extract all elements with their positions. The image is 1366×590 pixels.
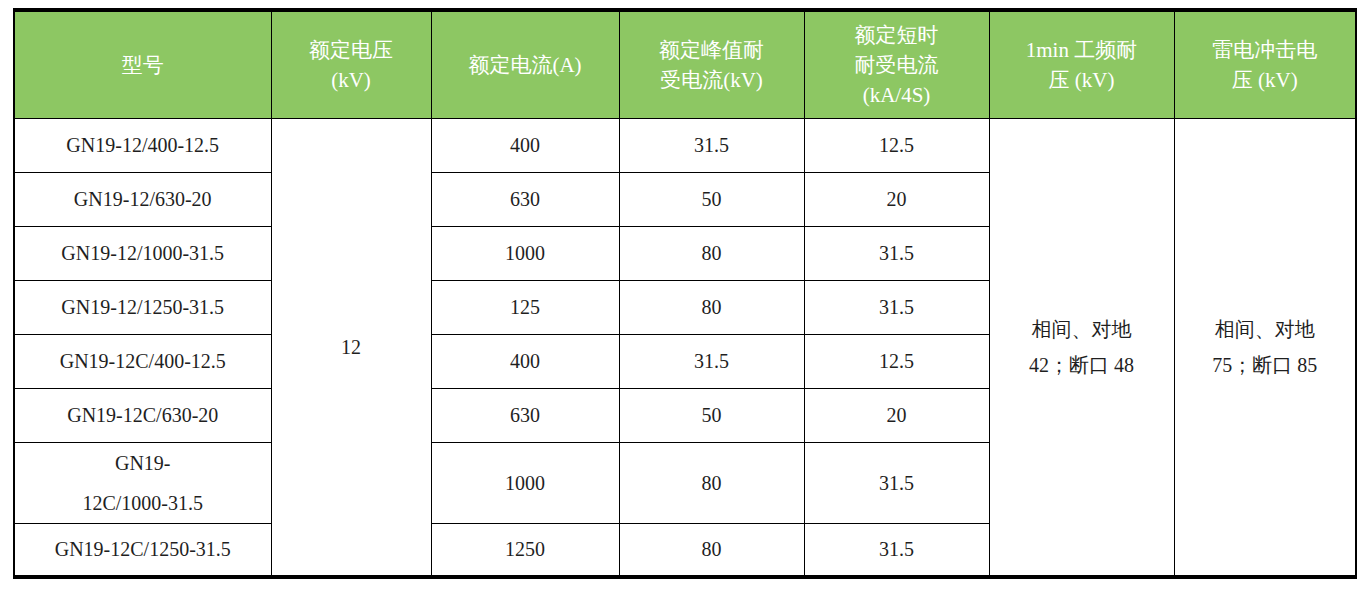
short-time-current-cell: 12.5 [804, 118, 989, 172]
power-frequency-withstand-merged-cell: 相间、对地 42；断口 48 [989, 118, 1174, 577]
col-header-power-frequency-withstand-voltage: 1min 工频耐 压 (kV) [989, 10, 1174, 118]
model-cell: GN19-12C/1250-31.5 [14, 523, 271, 577]
table-row: GN19-12/400-12.5 12 400 31.5 12.5 相间、对地 … [14, 118, 1356, 172]
short-time-current-cell: 31.5 [804, 226, 989, 280]
peak-current-cell: 80 [619, 523, 804, 577]
document-page: 型号 额定电压 (kV) 额定电流(A) 额定峰值耐 受电流(kV) 额定短时 … [0, 0, 1366, 590]
switch-spec-table: 型号 额定电压 (kV) 额定电流(A) 额定峰值耐 受电流(kV) 额定短时 … [13, 8, 1357, 579]
rated-current-cell: 630 [431, 388, 619, 442]
short-time-current-cell: 12.5 [804, 334, 989, 388]
col-header-short-time-withstand-current: 额定短时 耐受电流 (kA/4S) [804, 10, 989, 118]
col-header-rated-voltage: 额定电压 (kV) [271, 10, 431, 118]
model-cell: GN19-12C/400-12.5 [14, 334, 271, 388]
rated-current-cell: 1000 [431, 442, 619, 523]
rated-current-cell: 1250 [431, 523, 619, 577]
header-row: 型号 额定电压 (kV) 额定电流(A) 额定峰值耐 受电流(kV) 额定短时 … [14, 10, 1356, 118]
col-header-rated-current: 额定电流(A) [431, 10, 619, 118]
peak-current-cell: 80 [619, 280, 804, 334]
model-cell: GN19-12/400-12.5 [14, 118, 271, 172]
peak-current-cell: 31.5 [619, 334, 804, 388]
rated-voltage-merged-cell: 12 [271, 118, 431, 577]
col-header-lightning-impulse-voltage: 雷电冲击电 压 (kV) [1174, 10, 1356, 118]
model-cell: GN19-12C/630-20 [14, 388, 271, 442]
rated-current-cell: 125 [431, 280, 619, 334]
short-time-current-cell: 31.5 [804, 280, 989, 334]
peak-current-cell: 31.5 [619, 118, 804, 172]
model-cell: GN19-12/630-20 [14, 172, 271, 226]
col-header-model: 型号 [14, 10, 271, 118]
rated-current-cell: 630 [431, 172, 619, 226]
short-time-current-cell: 31.5 [804, 523, 989, 577]
peak-current-cell: 80 [619, 442, 804, 523]
col-header-peak-withstand-current: 额定峰值耐 受电流(kV) [619, 10, 804, 118]
model-cell: GN19- 12C/1000-31.5 [14, 442, 271, 523]
peak-current-cell: 50 [619, 172, 804, 226]
rated-current-cell: 400 [431, 334, 619, 388]
model-cell: GN19-12/1000-31.5 [14, 226, 271, 280]
short-time-current-cell: 31.5 [804, 442, 989, 523]
lightning-impulse-merged-cell: 相间、对地 75；断口 85 [1174, 118, 1356, 577]
peak-current-cell: 50 [619, 388, 804, 442]
rated-current-cell: 1000 [431, 226, 619, 280]
short-time-current-cell: 20 [804, 388, 989, 442]
short-time-current-cell: 20 [804, 172, 989, 226]
peak-current-cell: 80 [619, 226, 804, 280]
model-cell: GN19-12/1250-31.5 [14, 280, 271, 334]
rated-current-cell: 400 [431, 118, 619, 172]
